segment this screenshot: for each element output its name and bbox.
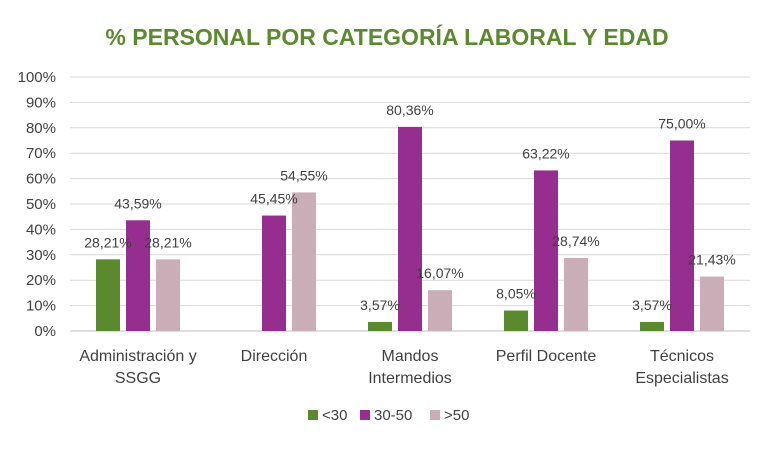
legend-swatch [430,410,440,420]
data-label: 3,57% [360,297,400,313]
data-label: 75,00% [658,116,705,132]
bar [640,321,664,331]
data-label: 3,57% [632,297,672,313]
y-tick-label: 30% [26,247,56,264]
bar [670,140,694,331]
x-category-label: Administración y [79,348,196,365]
y-tick-label: 40% [26,221,56,238]
bar [368,321,392,331]
legend-label: <30 [322,407,347,424]
y-tick-label: 70% [26,145,56,162]
data-label: 21,43% [688,252,735,268]
data-label: 54,55% [280,167,327,183]
bar [398,126,422,332]
x-category-label: Especialistas [635,370,728,387]
data-label: 45,45% [250,191,297,207]
bar [564,258,588,331]
bars [96,126,724,332]
bar [96,259,120,331]
legend-swatch [308,410,318,420]
y-tick-label: 20% [26,272,56,289]
data-label: 28,21% [84,234,131,250]
x-category-label: SSGG [115,370,161,387]
x-category-label: Técnicos [650,348,714,365]
y-tick-label: 60% [26,171,56,188]
y-axis-ticks: 0% 10% 20% 30% 40% 50% 60% 70% 80% 90% 100% [18,69,56,340]
bar [504,310,528,331]
legend: <30 30-50 >50 [308,407,469,424]
data-labels: 28,21% 43,59% 28,21% 45,45% 54,55% 3,57% 80,36… [84,102,735,313]
bar [700,276,724,331]
legend-swatch [360,410,370,420]
x-category-label: Dirección [241,348,308,365]
bar [126,220,150,331]
data-label: 28,74% [552,233,599,249]
data-label: 28,21% [144,234,191,250]
y-tick-label: 80% [26,120,56,137]
legend-label: >50 [444,407,469,424]
y-tick-label: 0% [34,323,56,340]
data-label: 63,22% [522,145,569,161]
bar [292,192,316,331]
bar [534,170,558,331]
chart-title: % PERSONAL POR CATEGORÍA LABORAL Y EDAD [105,23,668,50]
bar [262,215,286,331]
data-label: 43,59% [114,195,161,211]
data-label: 8,05% [496,286,536,302]
x-category-label: Perfil Docente [496,348,597,365]
data-label: 80,36% [386,102,433,118]
x-category-label: Intermedios [368,370,452,387]
bar [428,290,452,331]
data-label: 16,07% [416,265,463,281]
y-tick-label: 90% [26,94,56,111]
x-category-label: Mandos [382,348,439,365]
y-tick-label: 100% [18,69,56,86]
y-tick-label: 50% [26,196,56,213]
bar [156,259,180,331]
y-tick-label: 10% [26,298,56,315]
legend-label: 30-50 [374,407,412,424]
x-axis-categories: Administración y SSGG Dirección Mandos Inter… [79,348,728,387]
